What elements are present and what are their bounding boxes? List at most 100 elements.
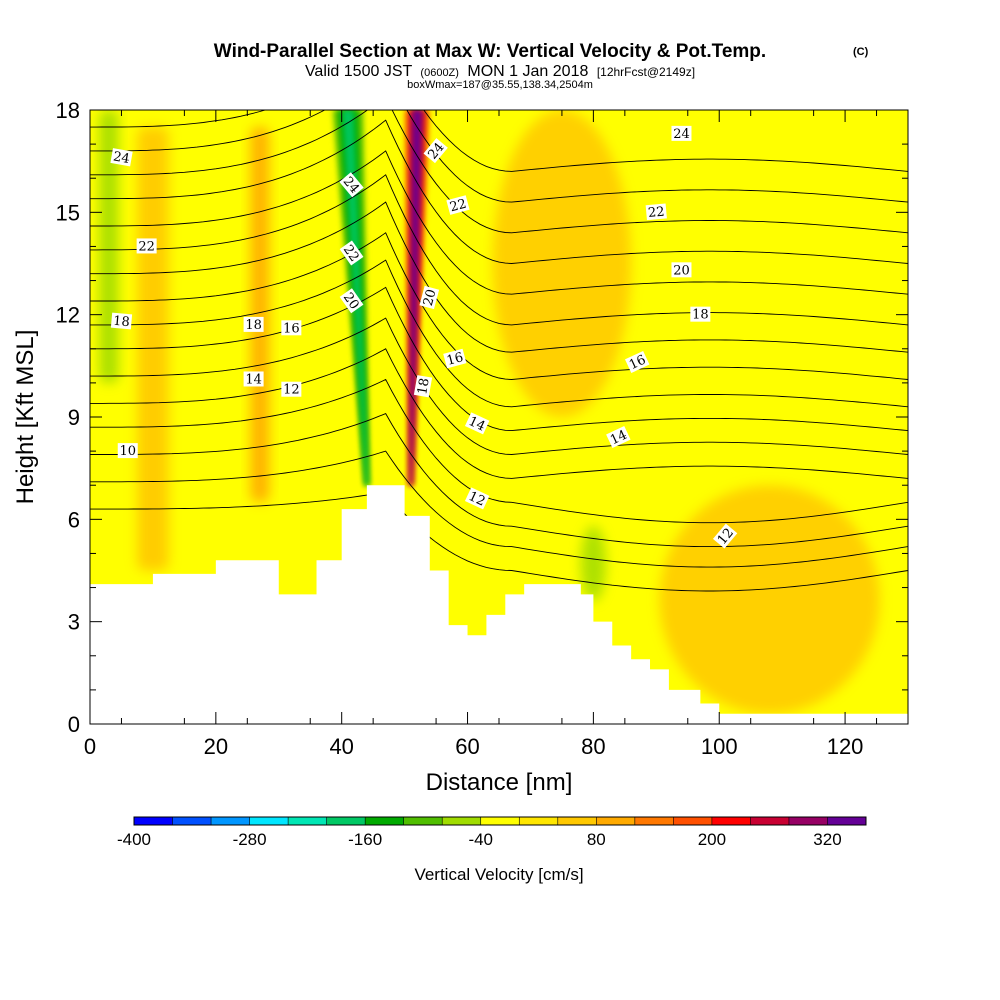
colorbar-swatch: [596, 817, 636, 825]
contour-label: 14: [464, 412, 490, 435]
contour-label-text: 14: [245, 372, 262, 387]
y-tick-label: 0: [68, 712, 80, 737]
contour-label: 22: [136, 238, 157, 254]
contour-label: 18: [413, 375, 433, 398]
colorbar-tick-label: -40: [468, 830, 493, 849]
contour-label-text: 22: [138, 239, 155, 254]
colorbar-swatch: [673, 817, 713, 825]
colorbar: -400 -280 -160 -40 80 200 320: [117, 816, 867, 849]
contour-label-text: 14: [608, 428, 629, 449]
isentrope: [90, 413, 908, 548]
colorbar-swatch: [211, 817, 251, 825]
colorbar-swatch: [403, 817, 443, 825]
contour-label-box: [243, 316, 264, 332]
isentrope: [90, 450, 908, 568]
velocity-shade: [137, 127, 169, 571]
contour-label-box: [339, 240, 364, 266]
colorbar-swatch: [172, 817, 212, 825]
subtitle-utc: (0600Z): [420, 67, 459, 79]
colorbar-swatch: [788, 817, 828, 825]
contour-label-box: [136, 238, 157, 254]
x-tick-label: 0: [84, 734, 96, 759]
isentrope: [90, 201, 908, 353]
colorbar-swatch: [365, 817, 405, 825]
contour-label-box: [645, 203, 667, 221]
colorbar-tick-label: -160: [348, 830, 382, 849]
velocity-feature-orange-band: [137, 127, 169, 571]
contour-label: 16: [281, 320, 302, 336]
contour-label: 16: [624, 350, 650, 374]
contour-label-text: 10: [119, 444, 136, 459]
contour-label: 12: [281, 381, 302, 398]
isentrope: [90, 119, 908, 264]
contour-label-text: 20: [673, 263, 690, 278]
contour-label: 16: [443, 348, 467, 369]
contour-label-box: [464, 412, 490, 435]
contour-label-box: [281, 320, 302, 336]
isentrope: [90, 232, 908, 380]
contour-label-text: 16: [283, 321, 300, 336]
isentrope: [90, 110, 908, 234]
contour-label-box: [712, 523, 738, 549]
y-axis-label: Height [Kft MSL]: [12, 330, 39, 505]
contour-label-box: [413, 375, 433, 398]
colorbar-swatch: [557, 817, 597, 825]
colorbar-swatch: [442, 817, 482, 825]
subtitle-valid: Valid 1500 JST: [305, 63, 413, 80]
y-tick-label: 6: [68, 507, 80, 532]
contour-label-box: [423, 138, 448, 164]
colorbar-swatch: [288, 817, 328, 825]
colorbar-tick-label: -280: [233, 830, 267, 849]
x-tick-label: 20: [204, 734, 228, 759]
contour-label-text: 14: [466, 414, 487, 435]
contour-label-box: [464, 487, 490, 510]
contour-label-box: [117, 443, 138, 459]
isentrope: [90, 174, 908, 326]
velocity-feature-orange-region: [492, 110, 632, 417]
isentrope: [90, 110, 908, 172]
chart-title: Wind-Parallel Section at Max W: Vertical…: [214, 41, 766, 62]
contour-label: 20: [419, 285, 440, 310]
contour-label: 18: [243, 316, 264, 333]
contour-label-text: 20: [421, 288, 440, 308]
contour-label: 22: [446, 195, 470, 216]
contour-label-text: 12: [283, 383, 300, 398]
colorbar-tick-label: 200: [698, 830, 726, 849]
colorbar-swatch: [711, 817, 751, 825]
terrain: [90, 485, 908, 724]
contour-label-box: [339, 288, 364, 314]
title-mark: (C): [853, 46, 869, 58]
contour-label-box: [110, 148, 133, 167]
colorbar-swatch: [134, 817, 174, 825]
axes: 0 20 40 60 80 100 120 0 3 6 9 12 15 18: [56, 98, 908, 759]
contour-label: 14: [606, 425, 631, 449]
subtitle-box: boxWmax=187@35.55,138.34,2504m: [407, 79, 593, 91]
colorbar-swatch: [827, 817, 867, 825]
y-tick-label: 3: [68, 610, 80, 635]
y-tick-label: 15: [56, 200, 80, 225]
colorbar-swatch: [480, 817, 520, 825]
contour-label-box: [606, 425, 631, 449]
velocity-shade: [410, 110, 422, 486]
y-tick-label: 18: [56, 98, 80, 123]
contour-label-box: [110, 312, 133, 330]
colorbar-tick-label: 320: [813, 830, 841, 849]
potential-temperature-contours: [90, 110, 908, 592]
y-tick-label: 9: [68, 405, 80, 430]
contour-label-text: 16: [627, 353, 648, 374]
contour-label-text: 16: [445, 350, 465, 369]
contour-label: 24: [110, 148, 133, 167]
velocity-shade: [492, 110, 632, 417]
contour-label-box: [446, 195, 470, 215]
colorbar-swatch: [249, 817, 289, 825]
velocity-feature-orange-band: [250, 127, 270, 503]
contour-label: 18: [110, 312, 133, 330]
contour-label: 22: [645, 203, 667, 221]
velocity-feature-orange-region: [659, 485, 880, 714]
isentrope: [90, 110, 908, 203]
colorbar-swatch: [519, 817, 559, 825]
colorbar-tick-label: 80: [587, 830, 606, 849]
contour-label-text: 22: [448, 197, 468, 216]
contour-label-text: 24: [673, 127, 690, 142]
x-axis-label: Distance [nm]: [426, 769, 573, 796]
